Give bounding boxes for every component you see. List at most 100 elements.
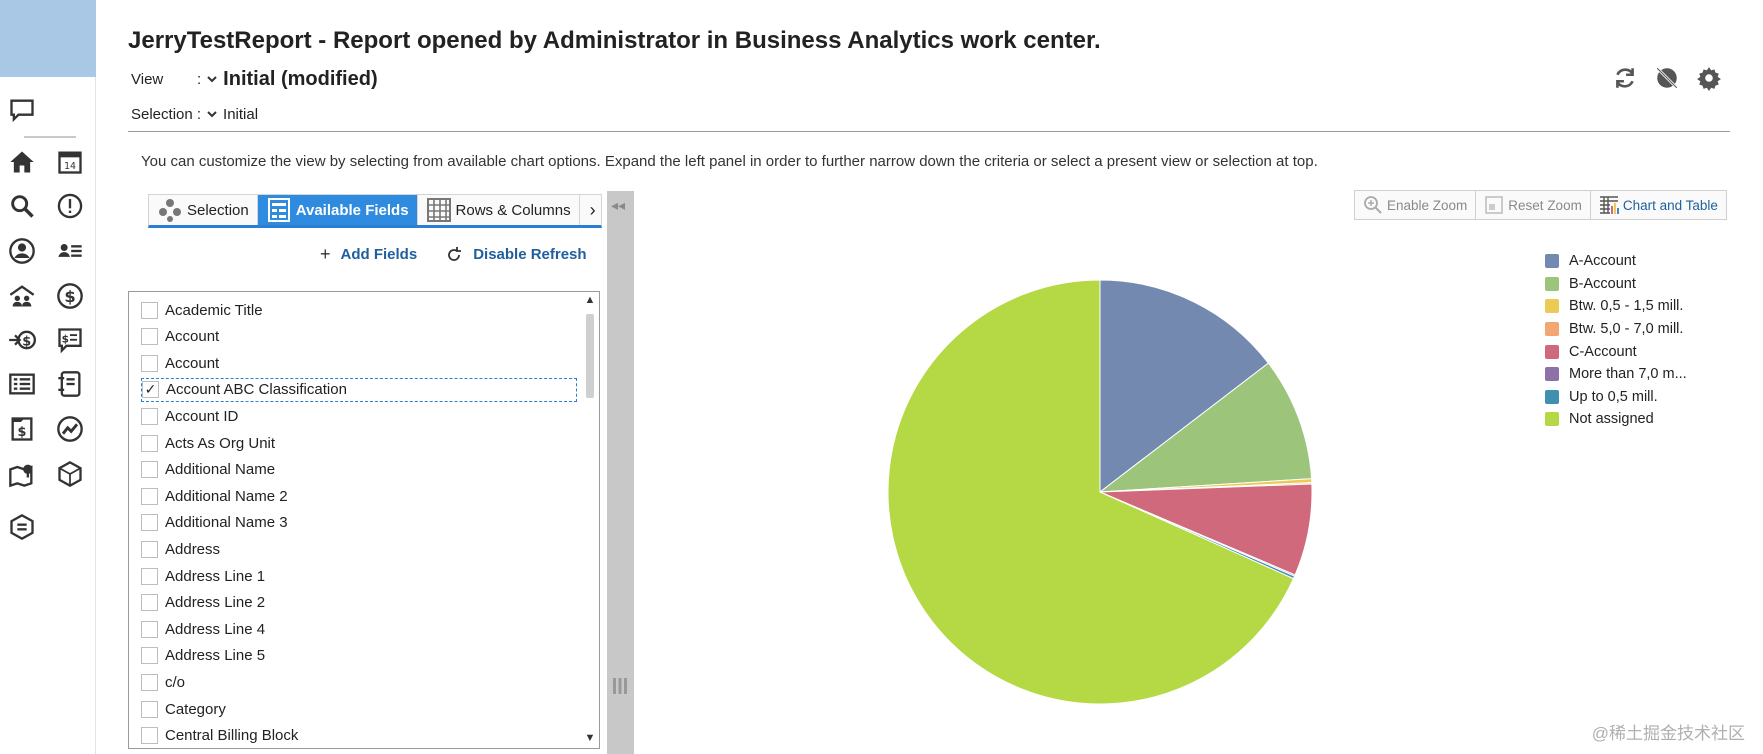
field-label: Additional Name 3 [165, 514, 288, 532]
field-checkbox[interactable] [141, 461, 158, 479]
dollar-icon[interactable]: $ [54, 280, 86, 312]
field-label: Additional Name [165, 461, 276, 479]
tab-available-fields[interactable]: Available Fields [257, 195, 418, 225]
payment-in-icon[interactable]: $ [6, 324, 38, 356]
field-row[interactable]: Academic Title [141, 298, 581, 322]
list-icon[interactable] [6, 368, 38, 400]
legend-item[interactable]: B-Account [1545, 273, 1687, 296]
view-dropdown[interactable]: Initial (modified) [223, 67, 378, 90]
contacts-list-icon[interactable] [54, 235, 86, 267]
legend-swatch [1545, 276, 1559, 291]
scroll-up-icon[interactable]: ▲ [584, 294, 596, 306]
plus-icon: + [320, 244, 331, 264]
tab-selection[interactable]: Selection [149, 195, 258, 225]
available-fields-list[interactable]: ▲ ▼ Academic Title Account Account ✓ Account… [128, 291, 600, 749]
unsubscribe-icon[interactable] [1653, 64, 1681, 92]
invoice-icon[interactable]: $ [6, 413, 38, 445]
field-checkbox[interactable] [141, 647, 158, 665]
pie-slice[interactable] [1099, 279, 1270, 494]
field-row[interactable]: Account ID [141, 404, 581, 428]
enable-zoom-button[interactable]: Enable Zoom [1355, 191, 1477, 219]
alert-icon[interactable] [54, 190, 86, 222]
field-checkbox[interactable] [141, 620, 158, 638]
field-checkbox[interactable] [141, 407, 158, 425]
analytics-globe-icon[interactable] [54, 413, 86, 445]
legend-item[interactable]: Up to 0,5 mill. [1545, 386, 1687, 409]
field-checkbox[interactable] [141, 434, 158, 452]
field-checkbox[interactable] [141, 487, 158, 505]
tab-rows-columns[interactable]: Rows & Columns [418, 195, 580, 225]
field-row[interactable]: Category [141, 697, 581, 721]
collapse-panel-icon[interactable]: ◂◂ [611, 197, 626, 213]
field-row[interactable]: c/o [141, 670, 581, 694]
chevron-down-icon[interactable] [205, 107, 219, 121]
field-row[interactable]: Central Billing Block [141, 724, 581, 748]
field-row[interactable]: Account [141, 325, 581, 349]
field-checkbox[interactable] [141, 567, 158, 585]
field-row[interactable]: Address Line 1 [141, 564, 581, 588]
field-checkbox[interactable] [141, 700, 158, 718]
cube-icon[interactable] [54, 458, 86, 490]
field-actions: + Add Fields Disable Refresh [320, 244, 587, 265]
field-checkbox[interactable] [141, 594, 158, 612]
field-row[interactable]: Address Line 5 [141, 644, 581, 668]
field-row[interactable]: Address [141, 537, 581, 561]
legend-item[interactable]: More than 7,0 m... [1545, 363, 1687, 386]
chart-legend: A-Account B-Account Btw. 0,5 - 1,5 mill. Bt… [1545, 250, 1687, 431]
legend-item[interactable]: Btw. 0,5 - 1,5 mill. [1545, 295, 1687, 318]
pie-slice[interactable] [1098, 362, 1313, 493]
field-row[interactable]: Acts As Org Unit [141, 431, 581, 455]
field-row[interactable]: Address Line 4 [141, 617, 581, 641]
settings-gear-icon[interactable] [1695, 64, 1723, 92]
legend-item[interactable]: A-Account [1545, 250, 1687, 273]
field-row[interactable]: Additional Name [141, 458, 581, 482]
tabs-more-button[interactable]: › [589, 199, 596, 220]
field-row[interactable]: Address Line 2 [141, 591, 581, 615]
map-pin-icon[interactable] [6, 458, 38, 490]
organization-icon[interactable] [6, 280, 38, 312]
legend-item[interactable]: Btw. 5,0 - 7,0 mill. [1545, 318, 1687, 341]
field-checkbox[interactable] [141, 727, 158, 745]
pie-slice[interactable] [887, 279, 1295, 705]
tab-available-fields-label: Available Fields [295, 201, 409, 219]
selection-dropdown[interactable]: Initial [223, 105, 259, 123]
add-fields-button[interactable]: + Add Fields [320, 244, 417, 265]
field-checkbox[interactable] [141, 301, 158, 319]
field-row[interactable]: Additional Name 2 [141, 484, 581, 508]
header-toolbar [1611, 64, 1723, 92]
field-label: Address [165, 540, 221, 558]
field-row[interactable]: Account [141, 351, 581, 375]
refresh-icon[interactable] [1611, 64, 1639, 92]
reset-zoom-button[interactable]: Reset Zoom [1476, 191, 1591, 219]
panel-tabs: Selection Available Fields Rows & Column… [148, 194, 602, 228]
field-checkbox[interactable] [141, 514, 158, 532]
field-row[interactable]: Additional Name 3 [141, 511, 581, 535]
field-checkbox[interactable] [141, 328, 158, 346]
pie-chart[interactable] [870, 262, 1330, 722]
legend-item[interactable]: Not assigned [1545, 408, 1687, 431]
scroll-thumb[interactable] [586, 314, 594, 398]
field-row[interactable]: ✓ Account ABC Classification [141, 377, 577, 402]
field-checkbox[interactable] [141, 540, 158, 558]
scroll-down-icon[interactable]: ▼ [584, 732, 596, 744]
quote-icon[interactable]: $ [54, 324, 86, 356]
field-checkbox[interactable] [141, 354, 158, 372]
user-icon[interactable] [6, 235, 38, 267]
fields-scrollbar[interactable]: ▲ ▼ [583, 294, 597, 746]
selection-selector: Selection : Initial [131, 104, 258, 124]
notebook-icon[interactable] [54, 368, 86, 400]
field-checkbox[interactable]: ✓ [142, 381, 159, 399]
chevron-down-icon[interactable] [205, 72, 219, 86]
drag-handle-icon[interactable] [612, 677, 628, 695]
home-icon[interactable] [6, 146, 38, 178]
legend-item[interactable]: C-Account [1545, 340, 1687, 363]
panel-splitter[interactable]: ◂◂ [607, 191, 634, 754]
disable-refresh-button[interactable]: Disable Refresh [445, 244, 587, 265]
search-icon[interactable] [6, 190, 38, 222]
chart-and-table-button[interactable]: Chart and Table [1591, 191, 1726, 219]
products-icon[interactable] [6, 511, 38, 543]
svg-text:$: $ [62, 333, 69, 345]
calendar-icon[interactable]: 14 [54, 146, 86, 178]
field-checkbox[interactable] [141, 673, 158, 691]
feed-icon[interactable] [6, 94, 38, 126]
